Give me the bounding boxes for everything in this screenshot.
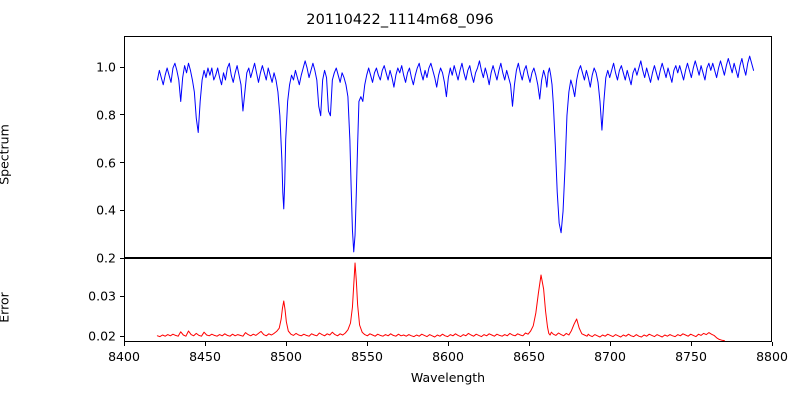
spectrum-data-line: [156, 55, 755, 253]
error-panel: [124, 258, 772, 342]
y-tick-label: 1.0: [96, 59, 116, 75]
spectrum-axis-label: Spectrum: [0, 124, 12, 185]
x-tick-label: 8700: [594, 349, 626, 364]
y-tick-mark: [120, 114, 124, 116]
y-tick-label: 0.4: [96, 202, 116, 218]
y-tick-mark: [120, 162, 124, 164]
error-axis-label: Error: [0, 292, 12, 323]
page-title: 20110422_1114m68_096: [306, 12, 494, 28]
y-tick-mark: [120, 335, 124, 337]
x-tick-mark: [690, 342, 692, 346]
y-tick-label: 0.02: [88, 328, 116, 344]
y-tick-mark: [120, 209, 124, 211]
x-tick-mark: [447, 342, 449, 346]
y-tick-mark: [120, 295, 124, 297]
x-tick-label: 8650: [513, 349, 545, 364]
x-tick-label: 8450: [189, 349, 221, 364]
x-tick-label: 8500: [270, 349, 302, 364]
spectrum-panel: [124, 36, 772, 258]
x-tick-mark: [528, 342, 530, 346]
x-axis-label: Wavelength: [410, 370, 486, 385]
y-tick-mark: [120, 66, 124, 68]
x-tick-mark: [609, 342, 611, 346]
x-tick-mark: [771, 342, 773, 346]
x-tick-label: 8400: [108, 349, 140, 364]
spectrum-line-plot: [156, 55, 755, 253]
y-tick-label: 0.6: [96, 155, 116, 171]
error-data-line: [156, 262, 725, 342]
x-tick-label: 8800: [756, 349, 788, 364]
x-tick-mark: [366, 342, 368, 346]
x-tick-mark: [123, 342, 125, 346]
y-tick-label: 0.03: [88, 288, 116, 304]
x-tick-label: 8750: [675, 349, 707, 364]
x-tick-mark: [204, 342, 206, 346]
error-line-plot: [156, 262, 725, 342]
y-tick-label: 0.8: [96, 107, 116, 123]
x-tick-label: 8600: [432, 349, 464, 364]
x-tick-label: 8550: [351, 349, 383, 364]
y-tick-label: 0.2: [96, 250, 116, 266]
y-tick-mark: [120, 257, 124, 259]
x-tick-mark: [285, 342, 287, 346]
